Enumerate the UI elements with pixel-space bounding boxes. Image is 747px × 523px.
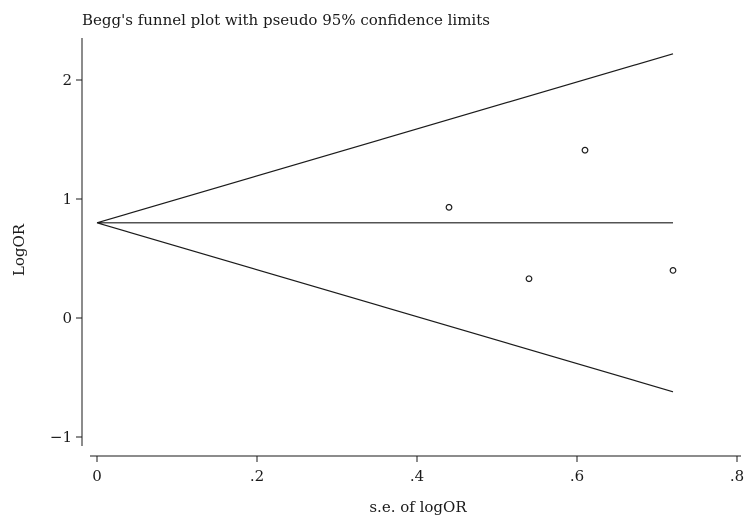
chart-title: Begg's funnel plot with pseudo 95% confi… xyxy=(82,11,490,29)
x-tick-label: .8 xyxy=(730,467,744,485)
y-tick-label: 0 xyxy=(62,309,72,327)
y-tick-label: −1 xyxy=(50,428,72,446)
data-point xyxy=(525,275,533,283)
x-tick-label: .4 xyxy=(410,467,424,485)
x-tick-label: .6 xyxy=(570,467,584,485)
data-point xyxy=(581,146,589,154)
y-tick-label: 2 xyxy=(62,71,72,89)
plot-area: −1 0 1 2 0 .2 .4 .6 .8 xyxy=(50,38,744,485)
upper-confidence-limit xyxy=(96,53,674,224)
data-point xyxy=(669,267,677,274)
x-axis-label: s.e. of logOR xyxy=(369,498,467,516)
x-tick-label: .2 xyxy=(250,467,264,485)
y-axis-label: LogOR xyxy=(10,223,28,276)
data-point xyxy=(445,203,453,211)
lower-confidence-limit xyxy=(96,222,674,393)
x-tick-label: 0 xyxy=(92,467,102,485)
y-tick-label: 1 xyxy=(62,190,72,208)
